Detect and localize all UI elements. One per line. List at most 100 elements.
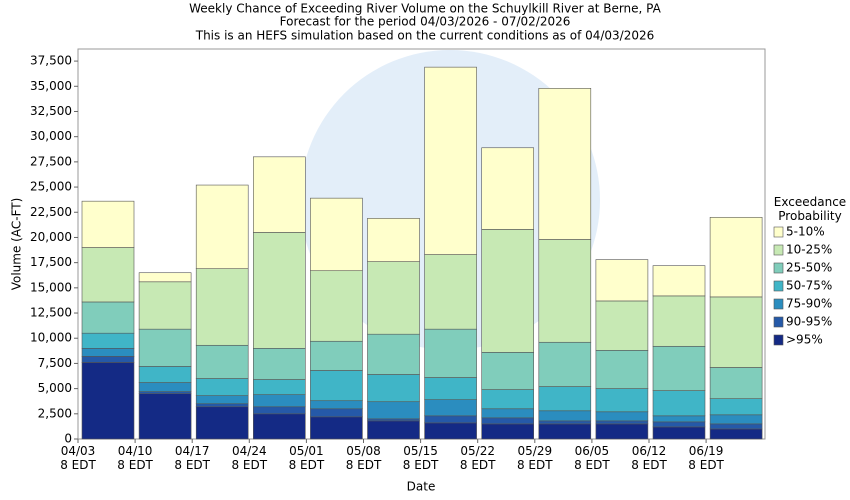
bar-segment	[81, 348, 135, 357]
bar-segment	[424, 377, 477, 400]
bar-segment	[310, 416, 363, 440]
chart-subtitle: Forecast for the period 04/03/2026 - 07/…	[280, 15, 571, 29]
bar-segment	[481, 423, 535, 440]
bar-segment	[310, 370, 363, 402]
bar-segment	[595, 300, 649, 351]
bar-segment	[538, 341, 592, 387]
legend-label: 90-95%	[786, 315, 832, 329]
x-tick-label: 05/08 8 EDT	[346, 444, 382, 472]
bar-segment	[424, 399, 477, 417]
bar-segment	[538, 386, 592, 412]
x-tick-label: 04/10 8 EDT	[117, 444, 153, 472]
y-axis-label: Volume (AC-FT)	[10, 198, 24, 291]
y-tick-label: 37,500	[30, 54, 72, 68]
bar-segment	[310, 408, 363, 418]
bar-segment	[195, 184, 249, 269]
bar-segment	[81, 332, 135, 349]
legend-swatch	[773, 316, 784, 328]
y-tick-label: 32,500	[30, 104, 72, 118]
bar-segment	[424, 415, 477, 424]
bar-segment	[481, 147, 535, 230]
y-tick-label: 2,500	[38, 406, 72, 420]
bar-segment	[367, 401, 420, 420]
bar-segment	[195, 395, 249, 405]
legend-label: 5-10%	[786, 225, 825, 239]
legend-label: 10-25%	[786, 243, 832, 257]
bar-segment	[709, 296, 763, 368]
bar-segment	[538, 239, 592, 343]
legend-swatch	[773, 298, 784, 310]
bar-segment	[138, 391, 192, 394]
bar-segment	[709, 216, 763, 298]
bar-segment	[652, 265, 706, 297]
bar-segment	[367, 420, 420, 440]
bar-segment	[538, 423, 592, 440]
bar-segment	[652, 345, 706, 391]
bar-segment	[253, 232, 306, 349]
y-tick-label: 17,500	[30, 255, 72, 269]
plot-frame	[77, 48, 766, 440]
bar-segment	[81, 362, 135, 440]
bar-segment	[595, 259, 649, 302]
bar-segment	[709, 398, 763, 416]
x-axis-label: Date	[407, 480, 436, 494]
bar-segment	[138, 272, 192, 283]
bar-segment	[195, 406, 249, 440]
y-tick-label: 25,000	[30, 180, 72, 194]
bar-segment	[81, 200, 135, 248]
y-tick-label: 35,000	[30, 79, 72, 93]
x-tick-label: 04/24 8 EDT	[231, 444, 267, 472]
bar-segment	[538, 420, 592, 425]
bar-segment	[253, 413, 306, 440]
bar-segment	[367, 261, 420, 335]
bar-segment	[424, 422, 477, 440]
legend-swatch	[773, 244, 784, 256]
x-tick-label: 06/19 8 EDT	[688, 444, 724, 472]
x-tick-label: 04/03 8 EDT	[60, 444, 96, 472]
legend-swatch	[773, 280, 784, 292]
y-tick-label: 20,000	[30, 230, 72, 244]
bar-segment	[195, 344, 249, 379]
y-tick-label: 27,500	[30, 154, 72, 168]
bar-segment	[652, 295, 706, 347]
bar-segment	[138, 382, 192, 392]
x-tick-label: 06/12 8 EDT	[631, 444, 667, 472]
bar-segment	[367, 333, 420, 375]
y-tick-label: 15,000	[30, 280, 72, 294]
bar-segment	[424, 254, 477, 330]
bar-segment	[595, 420, 649, 425]
bar-segment	[481, 417, 535, 425]
bar-segment	[195, 378, 249, 396]
legend-swatch	[773, 334, 784, 346]
y-tick-label: 12,500	[30, 306, 72, 320]
x-tick-label: 05/15 8 EDT	[403, 444, 439, 472]
bar-segment	[310, 400, 363, 410]
bar-segment	[81, 301, 135, 334]
bar-segment	[310, 270, 363, 342]
bar-segment	[424, 66, 477, 255]
bar-segment	[652, 415, 706, 423]
bar-segment	[481, 389, 535, 410]
bar-segment	[481, 352, 535, 390]
bar-segment	[538, 410, 592, 422]
bar-segment	[652, 421, 706, 428]
legend-swatch	[773, 262, 784, 274]
bar-segment	[481, 229, 535, 353]
x-tick-label: 05/01 8 EDT	[289, 444, 325, 472]
y-tick-label: 22,500	[30, 205, 72, 219]
bar-segment	[652, 426, 706, 440]
bar-segment	[481, 408, 535, 419]
bar-segment	[253, 156, 306, 233]
legend-label: >95%	[786, 333, 823, 347]
bar-segment	[138, 366, 192, 383]
x-tick-label: 06/05 8 EDT	[574, 444, 610, 472]
bar-segment	[709, 428, 763, 440]
legend-title: Exceedance Probability	[774, 195, 846, 223]
bar-segment	[367, 374, 420, 403]
bar-segment	[709, 423, 763, 430]
bar-segment	[709, 367, 763, 399]
bar-segment	[138, 328, 192, 367]
y-tick-label: 7,500	[38, 356, 72, 370]
legend-label: 75-90%	[786, 297, 832, 311]
